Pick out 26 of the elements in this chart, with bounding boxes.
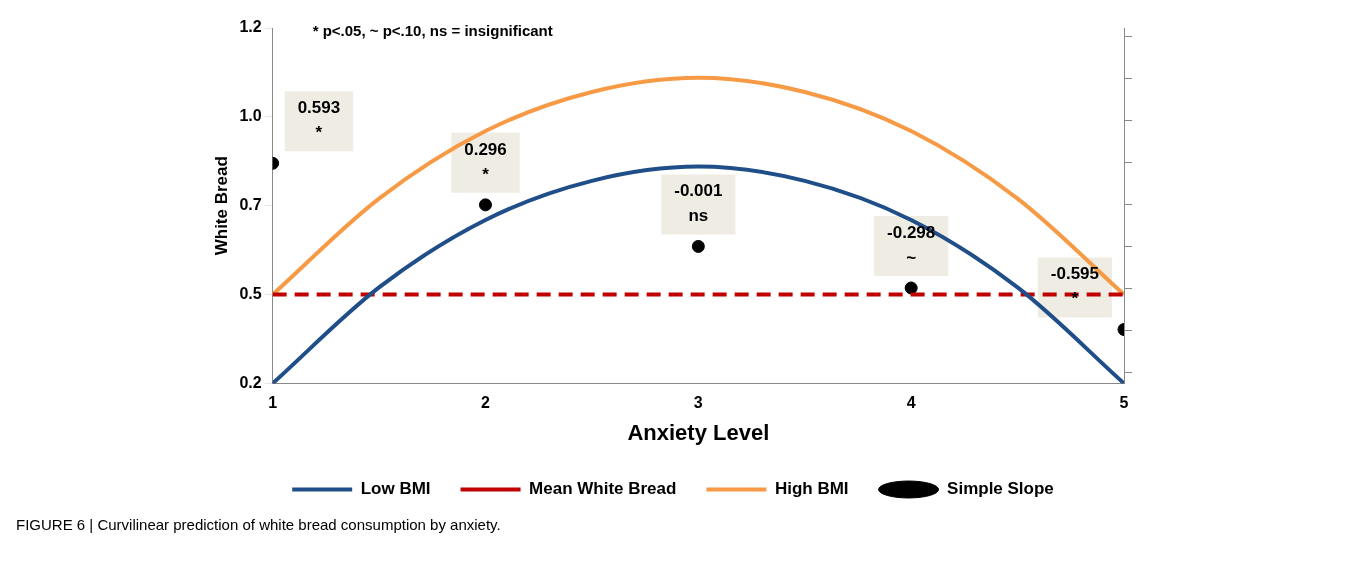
legend-label: Mean White Bread [529,479,677,499]
y-tick-label: 0.7 [239,196,262,214]
x-tick-label: 2 [481,394,491,412]
point [691,239,705,253]
legend-label: Simple Slope [947,479,1054,499]
line-series [272,75,1124,297]
x-tick-label: 1 [268,394,278,412]
y-tick-label: 1.0 [239,107,262,125]
y-axis-title: White Bread [211,156,231,256]
x-tick-label: 4 [906,394,916,412]
point [478,198,492,212]
caption: FIGURE 6 | Curvilinear prediction of white bread consumption by anxiety. [16,516,502,533]
legend-label: High BMI [774,479,849,499]
point [904,281,918,295]
data-label: 0.296 * [464,139,507,184]
data-label: 0.593 * [297,97,341,142]
x-tick-label: 5 [1119,394,1129,412]
y-tick-label: 0.2 [239,373,262,391]
legend-label: Low BMI [360,479,431,499]
data-label: -0.298 ~ [887,222,936,267]
y-tick-label: 0.5 [239,284,262,302]
y-tick-label: 1.2 [239,18,262,36]
annotation: * p<.05, ~ p<.10, ns = insignificant [312,22,553,40]
data-label: -0.001 ns [674,181,723,226]
x-axis-title: Anxiety Level [627,419,770,445]
x-tick-label: 3 [693,394,703,412]
